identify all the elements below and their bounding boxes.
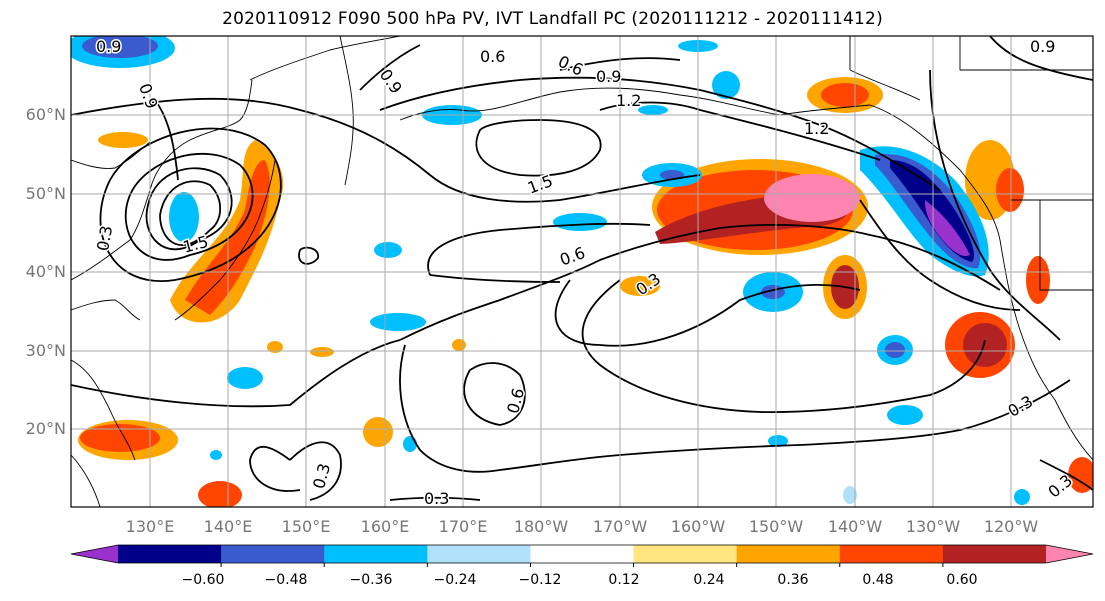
colorbar-tick-label: −0.12 (518, 572, 562, 588)
contour-label: 1.2 (804, 119, 829, 138)
map-title: 2020110912 F090 500 hPa PV, IVT Landfall… (222, 9, 883, 29)
contour-label: 0.3 (424, 489, 449, 508)
lon-label: 140°E (203, 517, 253, 536)
lon-label: 170°W (592, 517, 648, 536)
contour-label: 1.2 (616, 91, 641, 110)
lat-label: 60°N (25, 105, 66, 124)
contour-label: 0.6 (503, 386, 528, 416)
lon-label: 130°W (905, 517, 961, 536)
colorbar-tick-label: −0.60 (181, 572, 225, 588)
lat-label: 50°N (25, 184, 66, 203)
lat-label: 30°N (25, 341, 66, 360)
lon-label: 150°E (281, 517, 331, 536)
contour-label: 0.9 (135, 81, 162, 111)
map-frame (70, 35, 1094, 508)
colorbar-tick-label: −0.24 (433, 572, 477, 588)
lat-label: 20°N (25, 419, 66, 438)
pv-contours (71, 36, 1093, 501)
lon-label: 120°W (983, 517, 1039, 536)
colorbar-tick-label: 0.48 (862, 572, 894, 588)
lon-label: 180°W (513, 517, 569, 536)
lon-label: 170°E (438, 517, 488, 536)
lon-label: 160°E (360, 517, 410, 536)
colorbar-tick-label: 0.12 (608, 572, 640, 588)
contour-label: 0.3 (309, 461, 334, 491)
contour-label: 0.3 (1005, 392, 1037, 421)
colorbar-tick-label: 0.60 (946, 572, 978, 588)
contour-label: 0.9 (96, 37, 121, 56)
colorbar-tick-label: 0.24 (693, 572, 725, 588)
contour-label: 0.6 (480, 47, 505, 66)
colorbar-tick-label: −0.36 (349, 572, 393, 588)
lon-label: 140°W (827, 517, 883, 536)
lon-label: 160°W (670, 517, 726, 536)
lon-label: 130°E (125, 517, 175, 536)
lon-label: 150°W (748, 517, 804, 536)
contour-label: 0.3 (93, 224, 116, 252)
contour-label: 0.9 (596, 67, 621, 86)
contour-label: 0.9 (1030, 37, 1055, 56)
graticule (71, 36, 1093, 507)
contour-label: 0.9 (376, 65, 406, 97)
colorbar-tick-label: −0.48 (264, 572, 308, 588)
contour-label: 0.6 (555, 52, 586, 80)
contour-label: 0.6 (557, 243, 587, 270)
lat-label: 40°N (25, 262, 66, 281)
colorbar-tick-label: 0.36 (777, 572, 809, 588)
